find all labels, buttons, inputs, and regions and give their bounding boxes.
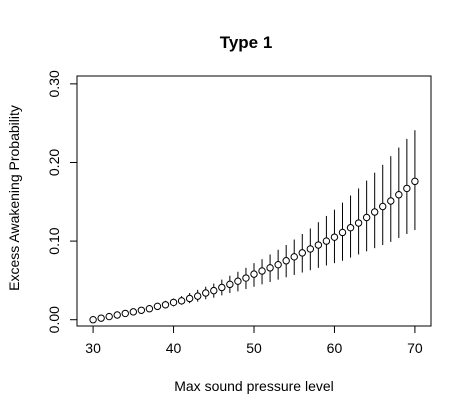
data-point [379,202,387,211]
data-point [250,270,258,278]
data-point [89,316,97,324]
data-point [266,264,274,272]
x-tick-label: 40 [166,340,182,356]
data-point [314,241,323,249]
data-point [395,191,403,199]
data-point [226,280,234,289]
data-point [169,298,178,307]
data-point [298,249,306,257]
data-point [282,257,290,265]
y-axis: 0.00 0.10 0.20 0.30 [46,70,77,333]
data-point [185,294,194,303]
data-point [411,177,419,186]
data-point [153,302,162,311]
x-tick-label: 50 [246,340,262,356]
data-point [338,228,347,237]
data-point [177,297,186,305]
y-tick-label: 0.10 [46,227,62,254]
data-point [274,260,282,269]
data-point [387,197,395,205]
x-tick-label: 60 [327,340,343,356]
data-point [322,237,331,245]
data-point [290,253,298,261]
y-tick-label: 0.20 [46,149,62,176]
data-point [113,311,121,319]
data-point [137,306,146,314]
data-point [218,283,226,292]
y-tick-label: 0.00 [46,306,62,333]
data-point [193,292,202,300]
plot-frame [76,75,432,327]
data-points [89,177,419,324]
data-point [354,219,363,227]
data-point [242,274,250,282]
data-point [121,309,129,318]
data-point [403,184,411,193]
data-point [370,208,379,216]
data-point [105,312,113,321]
data-point [306,245,315,253]
x-tick-label: 30 [85,340,101,356]
error-bars [100,130,416,319]
data-point [330,233,339,241]
data-point [210,286,218,295]
x-tick-label: 70 [407,340,423,356]
x-axis: 30 40 50 60 70 [85,326,423,356]
data-point [234,277,242,285]
data-point [362,213,371,222]
data-point [161,301,170,309]
y-tick-label: 0.30 [46,70,62,97]
data-point [202,289,210,297]
data-point [258,267,266,275]
data-point [145,305,154,313]
y-axis-label: Excess Awakening Probability [6,105,22,291]
data-point [346,224,355,232]
data-point [129,308,138,316]
chart-title: Type 1 [220,33,273,52]
data-point [97,314,105,322]
x-axis-label: Max sound pressure level [174,378,334,394]
